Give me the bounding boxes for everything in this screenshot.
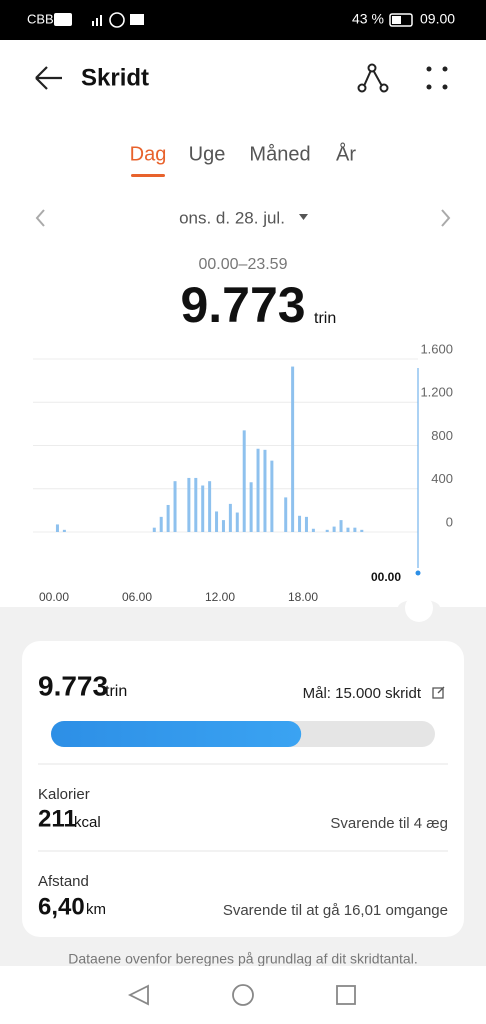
- bar: [298, 515, 302, 532]
- page-title: Skridt: [81, 64, 149, 91]
- total-steps: 9.773: [180, 277, 305, 333]
- bar: [62, 529, 66, 532]
- battery-icon: [389, 13, 413, 27]
- y-tick-label: 400: [431, 471, 453, 486]
- edit-goal[interactable]: [432, 686, 445, 699]
- total-unit: trin: [314, 310, 336, 327]
- volte-icon: [54, 13, 72, 26]
- bar: [173, 481, 177, 532]
- bar: [304, 516, 308, 532]
- prev-day[interactable]: [35, 209, 45, 227]
- bar: [221, 520, 225, 532]
- date-dropdown[interactable]: [299, 214, 308, 220]
- carrier: CBB: [27, 11, 54, 26]
- x-tick-label: 00.00: [39, 590, 69, 604]
- calories-unit: kcal: [74, 814, 101, 831]
- bar: [228, 503, 232, 532]
- battery-text: 43 %: [352, 11, 384, 27]
- steps-unit: trin: [105, 683, 127, 700]
- distance-value: 6,40: [38, 893, 85, 920]
- bar: [235, 512, 239, 532]
- bar: [325, 529, 329, 532]
- tab-indicator: [131, 174, 165, 177]
- steps-value: 9.773: [38, 670, 108, 701]
- bar: [159, 516, 163, 532]
- tab-month[interactable]: Måned: [249, 143, 310, 165]
- cursor-dot: [415, 570, 421, 576]
- messenger-icon: [109, 12, 125, 28]
- back-button[interactable]: [35, 66, 62, 90]
- status-bar: [0, 0, 486, 40]
- bar: [208, 481, 212, 532]
- x-tick-label: 18.00: [288, 590, 318, 604]
- bar: [187, 477, 191, 532]
- x-tick-label: 00.00: [371, 570, 401, 584]
- next-day[interactable]: [441, 209, 451, 227]
- bar: [194, 477, 198, 532]
- x-tick-label: 12.00: [205, 590, 235, 604]
- y-tick-label: 1.600: [420, 341, 453, 356]
- y-tick-label: 800: [431, 428, 453, 443]
- bar: [360, 529, 364, 532]
- time-range: 00.00–23.59: [199, 256, 288, 273]
- tab-day[interactable]: Dag: [130, 143, 167, 165]
- distance-unit: km: [86, 901, 106, 918]
- bar: [311, 528, 315, 532]
- cursor-knob[interactable]: [405, 594, 433, 622]
- y-tick-label: 0: [446, 514, 453, 529]
- calories-value: 211: [38, 805, 77, 832]
- y-tick-label: 1.200: [420, 385, 453, 400]
- progress-bar: [51, 721, 302, 747]
- nav-home[interactable]: [232, 984, 254, 1006]
- bar: [339, 520, 343, 532]
- tab-week[interactable]: Uge: [189, 143, 226, 165]
- bar: [249, 482, 253, 532]
- bar: [152, 527, 156, 532]
- bar: [353, 527, 357, 532]
- curve: [0, 599, 486, 607]
- x-tick-label: 06.00: [122, 590, 152, 604]
- share-button[interactable]: [357, 63, 389, 93]
- distance-note: Svarende til at gå 16,01 omgange: [223, 902, 448, 919]
- bar: [346, 527, 350, 532]
- more-button[interactable]: [426, 66, 448, 90]
- bar: [201, 485, 205, 532]
- bar: [291, 366, 295, 532]
- tab-year[interactable]: År: [336, 142, 356, 165]
- clock: 09.00: [420, 11, 455, 27]
- bar: [256, 448, 260, 532]
- bar: [242, 430, 246, 532]
- calories-label: Kalorier: [38, 786, 90, 803]
- goal: Mål: 15.000 skridt: [303, 685, 422, 702]
- distance-label: Afstand: [38, 873, 89, 890]
- summary-card: [22, 641, 464, 937]
- mail-icon: [130, 14, 144, 25]
- bar: [332, 526, 336, 532]
- bar: [270, 460, 274, 532]
- footnote: Dataene ovenfor beregnes på grundlag af …: [68, 951, 417, 967]
- bar: [263, 449, 267, 532]
- battery-level: [392, 16, 401, 24]
- nav-back[interactable]: [127, 984, 149, 1006]
- bar: [166, 504, 170, 532]
- date-label[interactable]: ons. d. 28. jul.: [179, 208, 285, 227]
- bar: [215, 511, 219, 532]
- bar: [284, 497, 288, 532]
- signal-icon: [92, 15, 102, 26]
- nav-recent[interactable]: [336, 985, 356, 1005]
- bar: [55, 524, 59, 532]
- nav-bar: [0, 966, 486, 1024]
- calories-note: Svarende til 4 æg: [330, 815, 448, 832]
- chart: 0 400 800 1.200 1.600 00.00 06.00 12.00 18.00 00.…: [33, 341, 453, 604]
